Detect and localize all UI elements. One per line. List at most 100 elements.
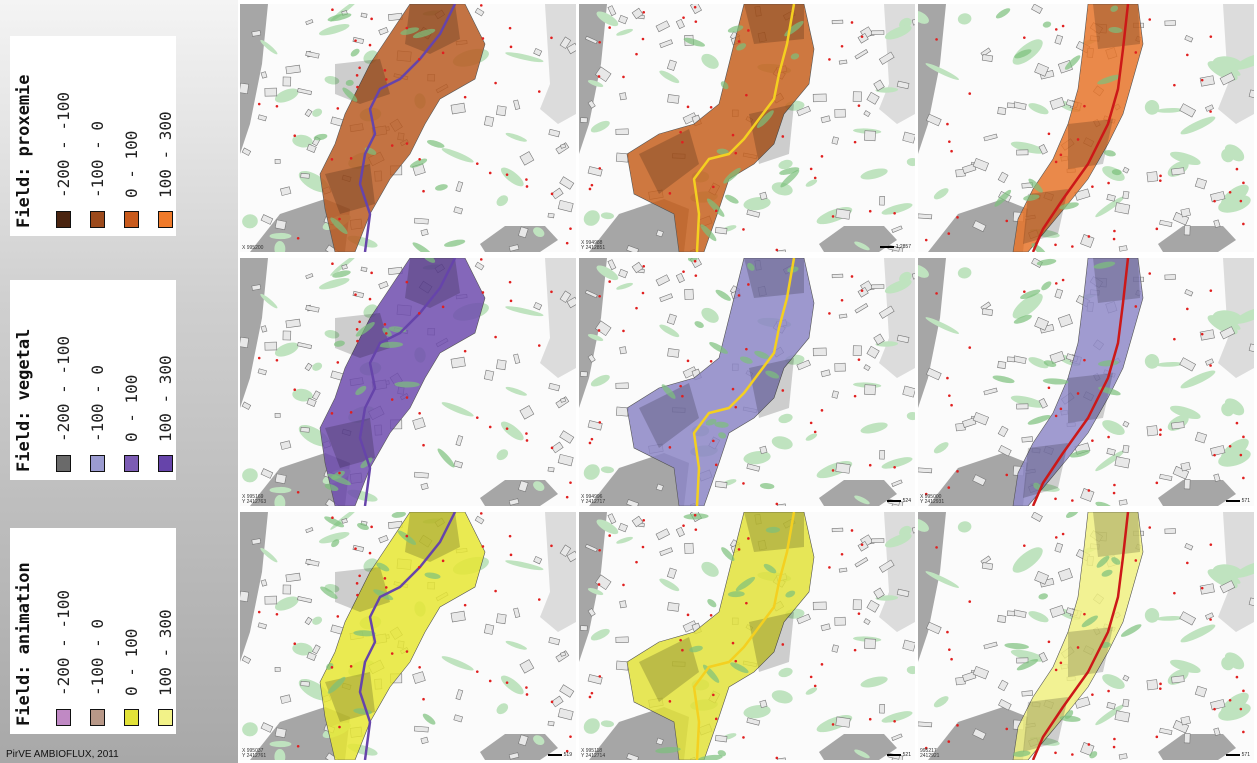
point-marker bbox=[336, 615, 340, 618]
vegetation-strip bbox=[736, 43, 747, 51]
map-proxemie-scenario-1[interactable]: X 995200 bbox=[240, 4, 576, 252]
building bbox=[852, 345, 862, 356]
route-line bbox=[1031, 258, 1130, 506]
legend-swatch bbox=[56, 211, 71, 228]
building bbox=[997, 425, 1009, 438]
point-marker bbox=[714, 463, 718, 467]
building bbox=[240, 82, 250, 95]
green-area bbox=[292, 388, 313, 402]
point-marker bbox=[509, 45, 513, 49]
building bbox=[274, 667, 281, 672]
point-marker bbox=[368, 43, 372, 47]
building bbox=[619, 92, 627, 101]
vegetation-strip bbox=[353, 630, 376, 637]
green-area bbox=[778, 159, 793, 170]
building bbox=[854, 557, 869, 568]
map-animation-scenario-1[interactable]: X 995037 Y 2412761 519 bbox=[240, 512, 576, 760]
point-marker bbox=[737, 40, 741, 43]
vegetation-strip bbox=[378, 341, 403, 348]
point-marker bbox=[370, 17, 373, 21]
building bbox=[305, 558, 320, 567]
green-area bbox=[292, 642, 313, 656]
point-marker bbox=[550, 36, 553, 40]
point-marker bbox=[330, 158, 334, 161]
building bbox=[241, 401, 252, 410]
building bbox=[655, 229, 664, 238]
vegetation-strip bbox=[739, 356, 753, 364]
point-marker bbox=[712, 693, 715, 697]
legend-label: 100 - 300 bbox=[156, 609, 175, 696]
point-marker bbox=[296, 236, 300, 240]
building bbox=[1219, 580, 1236, 594]
vegetation-strip bbox=[1013, 314, 1032, 324]
point-marker bbox=[731, 641, 735, 645]
map-animation-scenario-2[interactable]: X 995118 Y 2412714 521 bbox=[579, 512, 915, 760]
building bbox=[551, 187, 564, 200]
point-marker bbox=[275, 104, 279, 108]
map-vegetal-scenario-2[interactable]: X 994996 Y 2412717 524 bbox=[579, 258, 915, 506]
map-proxemie-scenario-2[interactable]: X 994988 Y 2412851 1:2857 bbox=[579, 4, 915, 252]
vegetation-strip bbox=[995, 8, 1011, 19]
green-area bbox=[860, 676, 888, 688]
map-animation-scenario-3[interactable]: 995217 2412921 571 bbox=[918, 512, 1254, 760]
point-marker bbox=[853, 140, 857, 144]
map-vegetal-scenario-3[interactable]: X 995000 Y 2412931 571 bbox=[918, 258, 1254, 506]
field-zone bbox=[1012, 258, 1144, 506]
building bbox=[274, 219, 287, 231]
point-marker bbox=[682, 16, 685, 19]
building bbox=[972, 411, 989, 426]
point-marker bbox=[1242, 435, 1245, 439]
building bbox=[1038, 144, 1048, 155]
vegetation-strip bbox=[785, 590, 796, 598]
building bbox=[675, 18, 685, 30]
vegetation-strip bbox=[697, 754, 723, 760]
green-area bbox=[771, 436, 793, 450]
point-marker bbox=[1059, 153, 1063, 157]
building bbox=[1054, 288, 1064, 299]
building bbox=[285, 318, 301, 329]
point-marker bbox=[1047, 386, 1051, 390]
point-marker bbox=[525, 439, 529, 442]
point-marker bbox=[475, 416, 479, 419]
building bbox=[341, 264, 348, 270]
point-marker bbox=[1159, 682, 1162, 686]
building bbox=[420, 736, 429, 745]
point-marker bbox=[1113, 229, 1116, 233]
building bbox=[412, 671, 426, 684]
building bbox=[1049, 604, 1066, 618]
point-marker bbox=[598, 167, 602, 170]
green-area bbox=[1102, 674, 1125, 690]
vegetation-strip bbox=[327, 676, 346, 694]
point-marker bbox=[1087, 743, 1091, 746]
green-area bbox=[505, 306, 544, 317]
green-area bbox=[292, 134, 313, 148]
scale-label: 521 bbox=[902, 752, 911, 758]
route-line bbox=[692, 512, 796, 760]
map-proxemie-scenario-3[interactable] bbox=[918, 4, 1254, 252]
point-marker bbox=[968, 600, 972, 603]
green-area bbox=[925, 63, 959, 80]
scale-bar bbox=[886, 753, 901, 756]
green-area bbox=[533, 227, 545, 238]
building bbox=[873, 333, 885, 346]
vegetation-strip bbox=[345, 79, 354, 86]
building bbox=[241, 147, 252, 156]
vegetation-strip bbox=[780, 169, 800, 188]
point-marker bbox=[693, 513, 697, 517]
route-line bbox=[692, 258, 796, 506]
building bbox=[566, 550, 576, 563]
point-marker bbox=[668, 700, 672, 703]
point-marker bbox=[355, 582, 359, 585]
point-marker bbox=[947, 740, 951, 743]
point-marker bbox=[370, 271, 373, 275]
green-area bbox=[1221, 402, 1235, 417]
point-marker bbox=[860, 543, 864, 546]
point-marker bbox=[488, 679, 492, 683]
legend-label: 100 - 300 bbox=[156, 355, 175, 442]
building bbox=[911, 525, 915, 534]
point-marker bbox=[1047, 132, 1051, 136]
vegetation-strip bbox=[397, 530, 417, 545]
building bbox=[981, 562, 994, 570]
map-vegetal-scenario-1[interactable]: X 995169 Y 2412763 bbox=[240, 258, 576, 506]
vegetation-strip bbox=[718, 432, 727, 439]
